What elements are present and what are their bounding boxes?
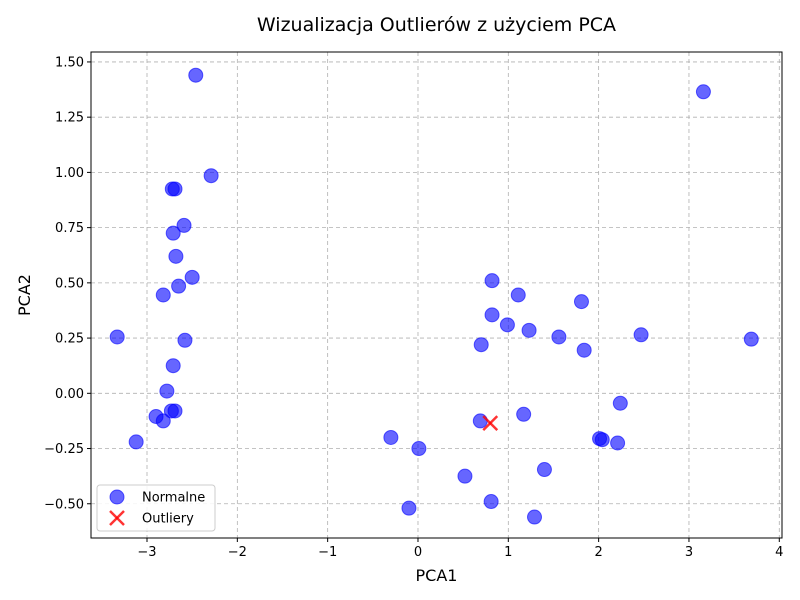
x-tick-label: 2 (594, 545, 602, 560)
normal-point (159, 383, 175, 399)
normal-point (203, 168, 219, 184)
y-tick-label: −0.25 (44, 442, 84, 457)
x-tick-label: 3 (685, 545, 693, 560)
normal-point (411, 441, 427, 457)
normal-point (612, 395, 628, 411)
x-tick-label: 4 (775, 545, 783, 560)
y-tick-label: 1.25 (55, 111, 84, 126)
normal-point (484, 307, 500, 323)
normal-point (457, 468, 473, 484)
normal-point (576, 342, 592, 358)
y-tick-label: −0.50 (44, 497, 84, 512)
normal-point (155, 287, 171, 303)
x-tick-label: −2 (228, 545, 247, 560)
legend-label: Normalne (142, 491, 205, 506)
normal-point (516, 406, 532, 422)
plot-frame (90, 51, 783, 539)
normal-point (695, 84, 711, 100)
normal-point (536, 462, 552, 478)
normal-point (109, 329, 125, 345)
y-tick-label: 0.00 (55, 387, 84, 402)
legend: Normalne Outliery (96, 484, 216, 532)
y-tick-label: 1.00 (55, 166, 84, 181)
normal-point (483, 494, 499, 510)
y-tick-label: 0.75 (55, 221, 84, 236)
legend-label: Outliery (142, 512, 194, 527)
normal-point (176, 217, 192, 233)
y-axis-title: PCA2 (15, 274, 34, 316)
x-axis-title: PCA1 (416, 566, 458, 585)
data-points (109, 67, 759, 525)
x-tick-label: −3 (137, 545, 156, 560)
legend-box (96, 484, 216, 532)
normal-point (594, 432, 610, 448)
outlier-x-stroke (109, 510, 125, 526)
normal-point (521, 322, 537, 338)
normal-point (484, 273, 500, 289)
normal-point (383, 429, 399, 445)
normal-point (743, 331, 759, 347)
outlier-x-stroke (482, 415, 499, 432)
x-tick-label: −1 (318, 545, 337, 560)
normal-point (473, 337, 489, 353)
normal-point (573, 294, 589, 310)
x-tick-label: 1 (504, 545, 512, 560)
normal-point (188, 67, 204, 83)
legend-outlier-marker (109, 510, 125, 526)
normal-point (128, 434, 144, 450)
outlier-point (482, 415, 499, 432)
normal-point (472, 413, 488, 429)
normal-point (401, 500, 417, 516)
y-tick-label: 0.50 (55, 276, 84, 291)
grid (91, 52, 782, 538)
normal-point (510, 287, 526, 303)
normal-point (167, 181, 183, 197)
normal-point (177, 332, 193, 348)
normal-point (184, 269, 200, 285)
y-tick-label: 0.25 (55, 332, 84, 347)
legend-normal-marker (109, 489, 125, 505)
x-tick-label: 0 (414, 545, 422, 560)
normal-point (165, 225, 181, 241)
axis-ticks: −3 −2 −1 0 1 2 3 4 −0.50 −0.25 0.00 0.25 0.50 0.75 1.0… (44, 55, 783, 560)
normal-point (499, 317, 515, 333)
normal-point (633, 327, 649, 343)
normal-point (167, 403, 183, 419)
normal-point (610, 435, 626, 451)
normal-point (155, 413, 171, 429)
normal-point (168, 248, 184, 264)
chart-title: Wizualizacja Outlierów z użyciem PCA (257, 14, 616, 36)
normal-point (165, 358, 181, 374)
y-tick-label: 1.50 (55, 55, 84, 70)
normal-point (171, 278, 187, 294)
normal-point (551, 329, 567, 345)
normal-point (527, 509, 543, 525)
